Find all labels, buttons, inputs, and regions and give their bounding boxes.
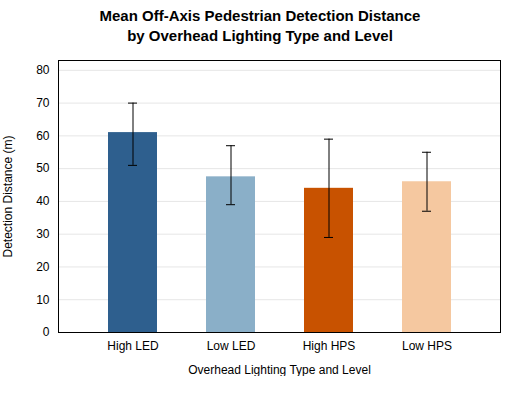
svg-text:Detection Distance (m): Detection Distance (m) — [1, 135, 15, 257]
svg-text:30: 30 — [36, 227, 50, 241]
svg-text:High HPS: High HPS — [303, 339, 356, 353]
svg-text:Low HPS: Low HPS — [402, 339, 452, 353]
svg-text:High LED: High LED — [107, 339, 159, 353]
svg-text:Low LED: Low LED — [207, 339, 256, 353]
svg-text:Overhead Lighting Type and Lev: Overhead Lighting Type and Level — [188, 363, 371, 377]
svg-text:10: 10 — [36, 293, 50, 307]
svg-text:80: 80 — [36, 63, 50, 77]
html-text:by Overhead Lighting Type and: by Overhead Lighting Type and Level — [127, 27, 393, 44]
svg-text:50: 50 — [36, 161, 50, 175]
svg-text:0: 0 — [43, 325, 50, 339]
svg-text:40: 40 — [36, 194, 50, 208]
html-text:Mean Off-Axis Pedestrian Detec: Mean Off-Axis Pedestrian Detection Dista… — [99, 7, 421, 24]
svg-text:60: 60 — [36, 129, 50, 143]
svg-text:70: 70 — [36, 96, 50, 110]
svg-text:20: 20 — [36, 260, 50, 274]
